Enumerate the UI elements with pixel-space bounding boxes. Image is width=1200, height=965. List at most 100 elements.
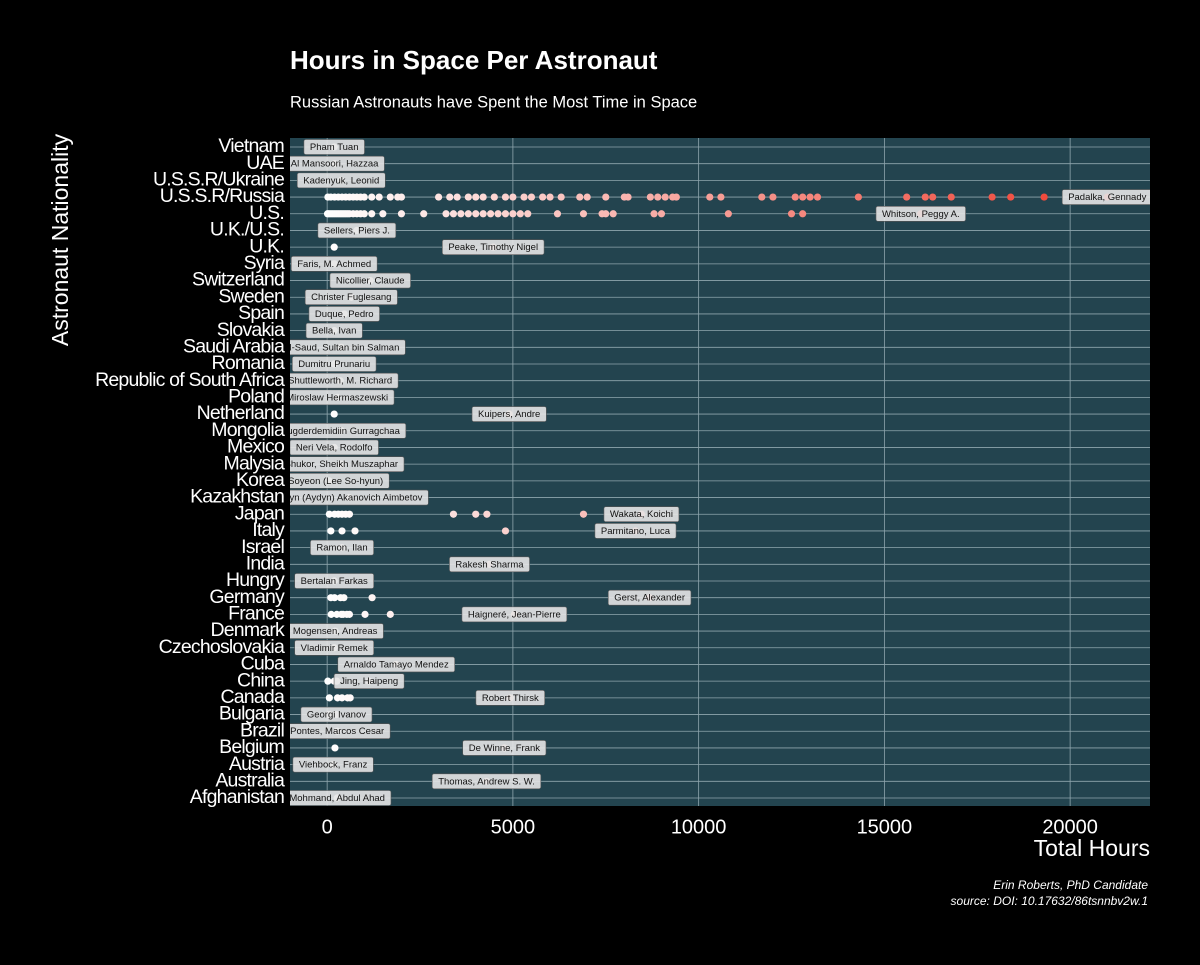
astronaut-label: Neri Vela, Rodolfo bbox=[296, 442, 373, 453]
astronaut-label: Dumitru Prunariu bbox=[298, 359, 370, 370]
point bbox=[345, 610, 354, 618]
astronaut-label: Wakata, Koichi bbox=[610, 509, 673, 520]
point bbox=[602, 210, 610, 218]
astronaut-label: Duque, Pedro bbox=[315, 309, 374, 320]
point bbox=[576, 193, 584, 201]
astronaut-label: Christer Fuglesang bbox=[311, 292, 391, 303]
astronaut-label: Shuttleworth, M. Richard bbox=[288, 376, 392, 387]
point bbox=[330, 410, 338, 418]
y-tick-label: Italy bbox=[252, 519, 285, 541]
point bbox=[338, 694, 346, 702]
point bbox=[1007, 193, 1015, 201]
y-tick-label: Japan bbox=[235, 502, 284, 524]
astronaut-label: Viehbock, Franz bbox=[299, 760, 368, 771]
point bbox=[921, 193, 929, 201]
astronaut-label: Mohmand, Abdul Ahad bbox=[289, 793, 385, 804]
point bbox=[397, 210, 406, 218]
label-box bbox=[329, 272, 411, 289]
y-tick-label: Cuba bbox=[241, 653, 285, 675]
y-tick-label: Denmark bbox=[210, 619, 285, 641]
point bbox=[988, 193, 996, 201]
point bbox=[501, 527, 510, 535]
y-tick-label: Australia bbox=[215, 769, 285, 791]
y-tick-label: Saudi Arabia bbox=[183, 335, 285, 357]
label-box bbox=[305, 322, 363, 339]
y-tick-label: Germany bbox=[209, 586, 285, 608]
label-box bbox=[337, 656, 456, 673]
astronaut-label: Al-Saud, Sultan bin Salman bbox=[283, 342, 399, 353]
point bbox=[758, 193, 766, 201]
point bbox=[386, 610, 394, 618]
point bbox=[449, 510, 458, 518]
point bbox=[483, 510, 491, 518]
astronaut-label: Peake, Timothy Nigel bbox=[448, 242, 538, 253]
point bbox=[487, 210, 495, 218]
y-tick-label: Belgium bbox=[219, 736, 284, 758]
label-box bbox=[1061, 189, 1150, 205]
label-box bbox=[875, 205, 966, 222]
y-tick-label: Mexico bbox=[227, 436, 285, 458]
point bbox=[769, 193, 777, 201]
point bbox=[524, 210, 532, 218]
label-box bbox=[290, 723, 391, 740]
point bbox=[331, 744, 339, 752]
label-box bbox=[290, 422, 407, 439]
label-box bbox=[292, 756, 374, 773]
plot-area: Mohmand, Abdul Ahad Thomas, Andrew S. W. V… bbox=[283, 139, 1150, 806]
x-tick-label: 0 bbox=[322, 816, 333, 838]
point bbox=[657, 210, 666, 218]
point bbox=[442, 210, 450, 218]
y-tick-label: Sweden bbox=[218, 285, 284, 307]
astronaut-label: Rakesh Sharma bbox=[455, 559, 524, 570]
x-tick-label: 10000 bbox=[671, 816, 727, 838]
label-box bbox=[449, 556, 530, 573]
astronaut-label: Whitson, Peggy A. bbox=[882, 209, 960, 220]
astronaut-label: Jugderdemidiin Gurragchaa bbox=[283, 426, 401, 437]
point bbox=[799, 210, 807, 218]
x-tick-label: 15000 bbox=[857, 816, 913, 838]
astronaut-label: Shukor, Sheikh Muszaphar bbox=[284, 459, 398, 470]
y-tick-label: Israel bbox=[241, 536, 284, 558]
point bbox=[509, 210, 517, 218]
label-box bbox=[300, 706, 373, 723]
point bbox=[516, 210, 524, 218]
y-tick-label: India bbox=[246, 552, 285, 574]
x-tick-label: 20000 bbox=[1042, 816, 1098, 838]
astronaut-label: Faris, M. Achmed bbox=[297, 259, 371, 270]
y-tick-label: Korea bbox=[236, 469, 285, 491]
label-box bbox=[290, 155, 385, 172]
point bbox=[420, 210, 428, 218]
chart-subtitle: Russian Astronauts have Spent the Most T… bbox=[290, 93, 697, 111]
point bbox=[360, 193, 368, 201]
point bbox=[583, 193, 591, 201]
point bbox=[479, 193, 487, 201]
point bbox=[472, 193, 480, 201]
chart-title: Hours in Space Per Astronaut bbox=[290, 45, 658, 75]
astronaut-label: Kadenyuk, Leonid bbox=[303, 175, 379, 186]
astronaut-label: Georgi Ivanov bbox=[307, 710, 366, 721]
label-box bbox=[317, 222, 397, 239]
y-tick-label: Czechoslovakia bbox=[159, 636, 285, 658]
point bbox=[501, 210, 510, 218]
label-box bbox=[308, 306, 380, 322]
point bbox=[929, 193, 937, 201]
point bbox=[325, 694, 333, 702]
astronaut-label: Thomas, Andrew S. W. bbox=[438, 776, 535, 787]
label-box bbox=[294, 573, 375, 589]
label-box bbox=[431, 773, 542, 790]
label-box bbox=[471, 406, 547, 422]
y-tick-label: U.S.S.R/Ukraine bbox=[153, 169, 284, 191]
point bbox=[368, 594, 376, 602]
point bbox=[397, 193, 406, 201]
label-box bbox=[594, 523, 677, 539]
label-box bbox=[296, 172, 386, 189]
astronaut-label: Arnaldo Tamayo Mendez bbox=[344, 659, 449, 670]
point bbox=[806, 193, 814, 201]
x-tick-label: 5000 bbox=[491, 816, 536, 838]
point bbox=[557, 193, 565, 201]
point bbox=[1040, 193, 1048, 201]
y-tick-label: Hungry bbox=[226, 569, 285, 591]
point bbox=[338, 527, 346, 535]
point bbox=[472, 510, 480, 518]
label-box bbox=[442, 239, 545, 255]
